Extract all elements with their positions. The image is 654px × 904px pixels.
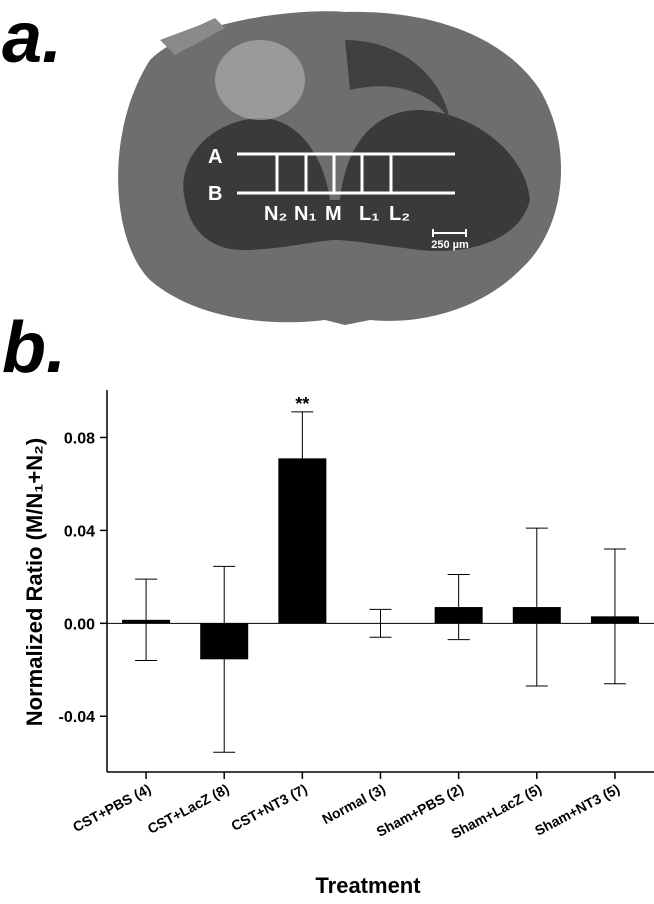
panel-label: b. [2,308,66,388]
image-label: M [325,203,342,225]
x-tick-label: Normal (3) [319,781,388,828]
scale-bar-label: 250 µm [431,239,469,251]
error-bar [135,579,157,660]
image-label: N₂ [264,203,287,225]
x-tick-label: CST+PBS (4) [70,781,153,835]
significance-annotation: ** [295,394,309,414]
image-label: B [208,183,222,205]
x-axis-label: Treatment [315,873,421,898]
panel-label: a. [2,0,62,78]
image-label: A [208,146,222,168]
image-label: L₂ [389,203,410,225]
y-tick-label: -0.04 [59,709,96,726]
micrograph: A B N₂ N₁ M L₁ L₂ 250 µm [118,11,561,325]
y-tick-label: 0.00 [64,616,95,633]
y-tick-label: 0.08 [64,430,95,447]
y-tick-label: 0.04 [64,523,95,540]
y-axis-label: Normalized Ratio (M/N₁+N₂) [22,438,47,726]
image-label: L₁ [359,203,380,225]
x-tick-label: CST+LacZ (8) [145,781,232,837]
x-tick-label: Sham+NT3 (5) [532,781,622,839]
image-label: N₁ [294,203,317,225]
x-tick-label: CST+NT3 (7) [228,781,309,834]
